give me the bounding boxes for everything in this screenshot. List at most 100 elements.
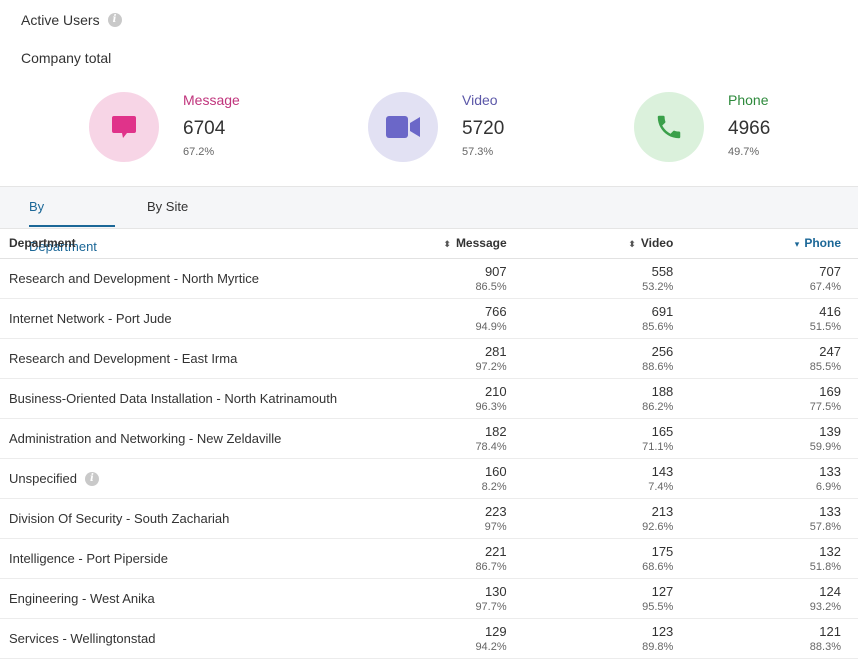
phone-count: 124	[819, 583, 841, 599]
stat-phone-label: Phone	[728, 92, 769, 108]
table-body: Research and Development - North Myrtice…	[0, 258, 858, 659]
video-percent: 53.2%	[642, 280, 674, 293]
phone-count: 132	[819, 543, 841, 559]
table-row[interactable]: Business-Oriented Data Installation - No…	[0, 378, 858, 419]
info-icon[interactable]: i	[84, 472, 99, 487]
department-cell: Division Of Security - South Zachariah	[0, 498, 415, 539]
table-row[interactable]: Division Of Security - South Zachariah 22…	[0, 498, 858, 539]
video-cell: 558 53.2%	[506, 258, 674, 299]
video-cell: 143 7.4%	[506, 458, 674, 499]
phone-cell: 169 77.5%	[673, 378, 858, 419]
column-header-message-label: Message	[455, 236, 507, 250]
table-row[interactable]: Intelligence - Port Piperside 221 86.7% 175…	[0, 538, 858, 579]
department-name: Research and Development - East Irma	[9, 351, 238, 366]
department-cell: Research and Development - East Irma	[0, 338, 415, 379]
page-title: Active Users	[21, 12, 100, 28]
message-count: 766	[484, 303, 507, 319]
phone-percent: 51.5%	[809, 320, 841, 333]
message-cell: 223 97%	[414, 498, 507, 539]
stat-message-value: 6704	[183, 118, 226, 139]
column-header-video[interactable]: ⬍ Video	[506, 228, 674, 259]
department-name: Intelligence - Port Piperside	[9, 551, 168, 566]
table-header-row: Department ⬍ Message ⬍ Video ▾ Phone	[0, 228, 858, 259]
department-name: Internet Network - Port Jude	[9, 311, 172, 326]
video-count: 691	[651, 303, 674, 319]
department-name: Administration and Networking - New Zeld…	[9, 431, 282, 446]
video-percent: 85.6%	[642, 320, 674, 333]
department-name: Business-Oriented Data Installation - No…	[9, 391, 338, 406]
tab-by-department[interactable]: By Department	[29, 187, 115, 254]
phone-cell: 124 93.2%	[673, 578, 858, 619]
stat-video-value: 5720	[462, 118, 505, 139]
phone-count: 133	[819, 503, 841, 519]
phone-cell: 416 51.5%	[673, 298, 858, 339]
video-cell: 123 89.8%	[506, 618, 674, 659]
message-count: 907	[484, 263, 507, 279]
message-percent: 96.3%	[475, 400, 507, 413]
table-row[interactable]: Engineering - West Anika 130 97.7% 127 95.5%…	[0, 578, 858, 619]
video-count: 213	[651, 503, 674, 519]
message-cell: 766 94.9%	[414, 298, 507, 339]
video-cell: 175 68.6%	[506, 538, 674, 579]
video-count: 256	[651, 343, 674, 359]
message-count: 221	[484, 543, 507, 559]
video-camera-icon	[368, 92, 438, 162]
department-cell: Engineering - West Anika	[0, 578, 415, 619]
video-percent: 68.6%	[642, 560, 674, 573]
phone-percent: 85.5%	[809, 360, 841, 373]
message-count: 130	[484, 583, 507, 599]
phone-count: 169	[819, 383, 841, 399]
stat-video: Video 5720 57.3%	[368, 92, 504, 162]
video-cell: 188 86.2%	[506, 378, 674, 419]
department-table: Department ⬍ Message ⬍ Video ▾ Phone Resear…	[0, 228, 858, 659]
phone-percent: 67.4%	[809, 280, 841, 293]
message-cell: 210 96.3%	[414, 378, 507, 419]
phone-percent: 6.9%	[815, 480, 841, 493]
phone-cell: 139 59.9%	[673, 418, 858, 459]
column-header-department[interactable]: Department	[0, 228, 415, 259]
message-percent: 94.9%	[475, 320, 507, 333]
phone-percent: 57.8%	[809, 520, 841, 533]
department-name: Research and Development - North Myrtice	[9, 271, 259, 286]
message-count: 223	[484, 503, 507, 519]
column-header-department-label: Department	[9, 236, 76, 250]
table-row[interactable]: Internet Network - Port Jude 766 94.9% 691 8…	[0, 298, 858, 339]
video-cell: 256 88.6%	[506, 338, 674, 379]
table-row[interactable]: Research and Development - North Myrtice…	[0, 258, 858, 299]
table-row[interactable]: Unspecified i 160 8.2% 143 7.4% 133 6.9%	[0, 458, 858, 499]
video-count: 143	[651, 463, 674, 479]
info-icon[interactable]: i	[107, 13, 122, 27]
table-row[interactable]: Research and Development - East Irma 281 9…	[0, 338, 858, 379]
video-count: 188	[651, 383, 674, 399]
stat-video-pct: 57.3%	[462, 146, 494, 158]
department-cell: Administration and Networking - New Zeld…	[0, 418, 415, 459]
department-name: Unspecified	[9, 470, 77, 486]
department-name: Division Of Security - South Zachariah	[9, 511, 230, 526]
department-cell: Internet Network - Port Jude	[0, 298, 415, 339]
message-percent: 8.2%	[481, 480, 507, 493]
message-cell: 221 86.7%	[414, 538, 507, 579]
phone-icon	[634, 92, 704, 162]
phone-cell: 707 67.4%	[673, 258, 858, 299]
title-row: Active Users i	[21, 12, 122, 28]
video-count: 165	[651, 423, 674, 439]
stat-phone-value: 4966	[728, 118, 771, 139]
phone-cell: 247 85.5%	[673, 338, 858, 379]
message-cell: 182 78.4%	[414, 418, 507, 459]
column-header-message[interactable]: ⬍ Message	[414, 228, 507, 259]
stat-phone: Phone 4966 49.7%	[634, 92, 770, 162]
video-percent: 92.6%	[642, 520, 674, 533]
sort-both-icon: ⬍	[628, 239, 636, 249]
tab-by-site[interactable]: By Site	[147, 199, 189, 214]
message-percent: 97%	[484, 520, 507, 533]
table-row[interactable]: Administration and Networking - New Zeld…	[0, 418, 858, 459]
column-header-phone[interactable]: ▾ Phone	[673, 228, 858, 259]
message-count: 182	[484, 423, 507, 439]
department-cell: Business-Oriented Data Installation - No…	[0, 378, 415, 419]
message-count: 129	[484, 623, 507, 639]
video-percent: 88.6%	[642, 360, 674, 373]
message-percent: 97.7%	[475, 600, 507, 613]
column-header-phone-label: Phone	[804, 236, 841, 250]
table-row[interactable]: Services - Wellingtonstad 129 94.2% 123 89.8…	[0, 618, 858, 659]
video-count: 123	[651, 623, 674, 639]
